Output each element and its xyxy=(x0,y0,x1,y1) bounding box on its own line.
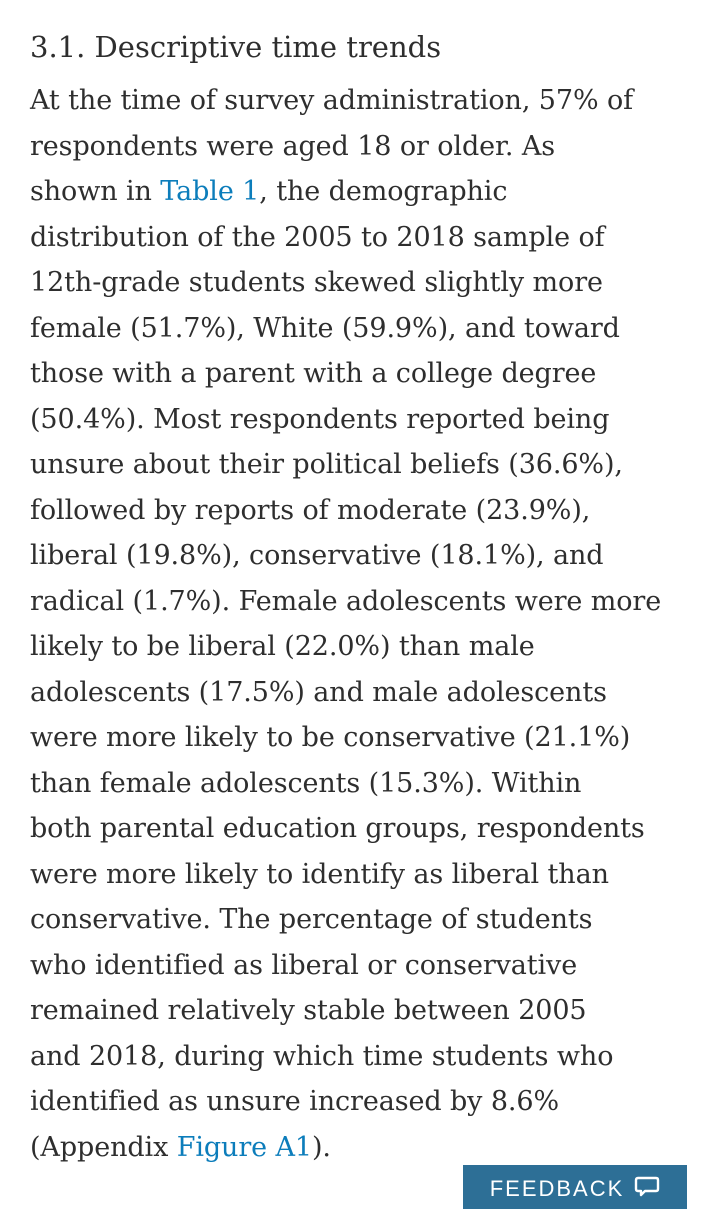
paragraph-line: adolescents (17.5%) and male adolescents xyxy=(30,676,607,708)
paragraph-line: were more likely to identify as liberal … xyxy=(30,858,609,890)
paragraph-line: identified as unsure increased by 8.6% xyxy=(30,1086,560,1117)
paragraph-line: those with a parent with a college degre… xyxy=(30,358,597,389)
paragraph-line: female (51.7%), White (59.9%), and towar… xyxy=(30,312,620,344)
text-segment: , the demographic xyxy=(259,176,508,207)
text-segment: ). xyxy=(312,1131,331,1163)
paragraph-line: were more likely to be conservative (21.… xyxy=(30,722,631,753)
paragraph-line: At the time of survey administration, 57… xyxy=(30,85,634,116)
figure-a1-link[interactable]: Figure A1 xyxy=(176,1131,312,1163)
text-segment: shown in xyxy=(30,176,161,207)
paragraph-line: respondents were aged 18 or older. As xyxy=(30,130,555,162)
paragraph-line: liberal (19.8%), conservative (18.1%), a… xyxy=(30,540,604,571)
paragraph-line: radical (1.7%). Female adolescents were … xyxy=(30,585,662,617)
paragraph-line: who identified as liberal or conservativ… xyxy=(30,949,578,981)
speech-bubble-icon xyxy=(634,1176,660,1198)
paragraph-line: than female adolescents (15.3%). Within xyxy=(30,767,582,799)
feedback-label: FEEDBACK xyxy=(489,1176,625,1201)
paragraph-line: likely to be liberal (22.0%) than male xyxy=(30,631,535,662)
paragraph-line: (Appendix Figure A1). xyxy=(30,1125,700,1171)
paragraph-line: 12th-grade students skewed slightly more xyxy=(30,267,603,298)
article-section: 3.1. Descriptive time trends At the time… xyxy=(30,24,700,1170)
text-segment: (Appendix xyxy=(30,1131,177,1163)
paragraph-line: remained relatively stable between 2005 xyxy=(30,995,587,1026)
paragraph-line: (50.4%). Most respondents reported being xyxy=(30,403,610,435)
feedback-button[interactable]: FEEDBACK xyxy=(463,1165,687,1209)
paragraph-line: followed by reports of moderate (23.9%), xyxy=(30,494,591,526)
paragraph-line: unsure about their political beliefs (36… xyxy=(30,449,623,480)
table-1-link[interactable]: Table 1 xyxy=(160,176,260,207)
paragraph-line: and 2018, during which time students who xyxy=(30,1040,614,1072)
paragraph-line: conservative. The percentage of students xyxy=(30,904,593,935)
body-paragraph: At the time of survey administration, 57… xyxy=(30,78,700,1170)
section-heading: 3.1. Descriptive time trends xyxy=(30,30,442,64)
paragraph-line: distribution of the 2005 to 2018 sample … xyxy=(30,221,605,253)
paragraph-line: both parental education groups, responde… xyxy=(30,813,645,844)
paragraph-line: shown in Table 1, the demographic xyxy=(30,169,700,215)
